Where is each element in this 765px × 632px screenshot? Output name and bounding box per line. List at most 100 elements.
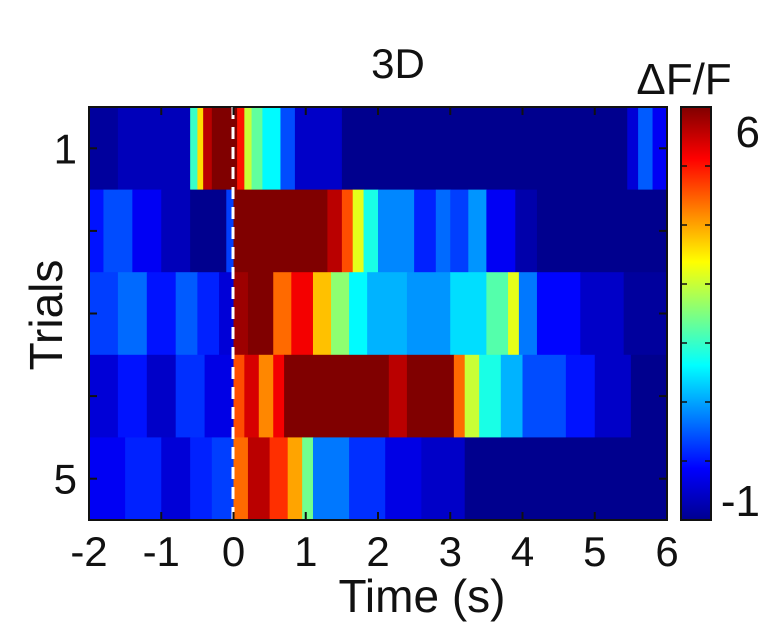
heatmap-cell: [508, 272, 520, 356]
heatmap-cell: [486, 189, 516, 273]
heatmap-cell: [146, 354, 177, 438]
heatmap-cell: [161, 437, 191, 521]
x-axis-label: Time (s): [339, 570, 506, 622]
heatmap-cell: [287, 437, 303, 521]
heatmap-cell: [536, 189, 668, 273]
heatmap-cell: [302, 437, 314, 521]
heatmap-cell: [280, 107, 296, 190]
trial-row-3: [89, 272, 668, 356]
heatmap-cell: [435, 189, 451, 273]
heatmap-cell: [291, 272, 314, 356]
x-tick-label: 0: [222, 528, 245, 575]
heatmap-cell: [580, 272, 625, 356]
heatmap-cell: [117, 272, 148, 356]
x-tick-label: 3: [439, 528, 462, 575]
heatmap-cell: [125, 437, 162, 521]
heatmap-cell: [273, 272, 292, 356]
heatmap-cell: [197, 272, 220, 356]
x-tick-label: 4: [511, 528, 534, 575]
heatmap-cell: [638, 107, 654, 190]
heatmap-cell: [627, 107, 639, 190]
heatmap-cell: [175, 354, 206, 438]
plot-area: [89, 107, 668, 521]
heatmap-cell: [367, 272, 408, 356]
heatmap-cell: [486, 272, 509, 356]
heatmap-cell: [190, 107, 198, 190]
x-tick-label: 1: [294, 528, 317, 575]
heatmap-cell: [284, 354, 390, 438]
colorbar: [680, 106, 712, 521]
colorbar-tick-label: 6: [736, 108, 760, 157]
heatmap-cell: [341, 189, 354, 273]
heatmap-cell: [117, 354, 148, 438]
heatmap-cell: [464, 354, 480, 438]
trial-row-2: [89, 189, 668, 273]
x-axis-ticks: -2 -1 0 1 2 3 4 5 6: [70, 107, 679, 575]
heatmap-cell: [450, 189, 469, 273]
heatmap-cell: [233, 437, 249, 521]
x-tick-label: 5: [583, 528, 606, 575]
y-axis-label: Trials: [20, 260, 72, 371]
heatmap-cell: [515, 189, 538, 273]
heatmap-cell: [406, 354, 455, 438]
heatmap-cell: [565, 354, 596, 438]
heatmap-cell: [500, 354, 524, 438]
colorbar-ticks: 6 -1: [681, 106, 760, 526]
heatmap-cell: [190, 437, 213, 521]
heatmap-cell: [273, 354, 285, 438]
heatmap-cell: [453, 354, 466, 438]
heatmap-cell: [518, 272, 538, 356]
heatmap-cell: [294, 107, 343, 190]
heatmap-cell: [190, 189, 227, 273]
heatmap-cell: [331, 272, 350, 356]
heatmap-cell: [363, 189, 379, 273]
heatmap-cell: [464, 437, 668, 521]
heatmap-cell: [197, 107, 204, 190]
heatmap-cell: [594, 354, 632, 438]
heatmap-cell: [258, 354, 274, 438]
y-tick-label: 5: [54, 456, 77, 503]
heatmap-cell: [349, 437, 386, 521]
heatmap-cell: [479, 354, 502, 438]
heatmap-cell: [269, 437, 289, 521]
heatmap-cell: [247, 437, 271, 521]
trial-row-4: [89, 354, 668, 438]
heatmap-cell: [421, 437, 466, 521]
chart-title: 3D: [371, 40, 425, 87]
heatmap-cell: [233, 272, 249, 356]
heatmap-cell: [146, 272, 177, 356]
heatmap-cell: [536, 272, 581, 356]
heatmap-cell: [385, 437, 422, 521]
heatmap-cell: [219, 272, 235, 356]
trial-row-1: [89, 107, 668, 190]
heatmap-cell: [204, 354, 235, 438]
heatmap-cell: [352, 189, 365, 273]
heatmap-cell: [117, 107, 191, 190]
x-tick-label: 6: [655, 528, 678, 575]
colorbar-tick-label: -1: [721, 477, 760, 526]
heatmap-cell: [244, 354, 260, 438]
y-tick-label: 1: [54, 125, 77, 172]
heatmap-cell: [237, 107, 245, 190]
heatmap-cell: [312, 272, 332, 356]
heatmap-cell: [312, 437, 350, 521]
heatmap-cell: [226, 189, 235, 273]
heatmap-cell: [244, 107, 253, 190]
heatmap-cell: [132, 189, 162, 273]
colorbar-label: ΔF/F: [636, 55, 731, 104]
x-tick-label: -1: [143, 528, 180, 575]
heatmap-cell: [414, 189, 437, 273]
heatmap-cell: [203, 107, 213, 190]
heatmap-cell: [378, 189, 415, 273]
heatmap-cell: [406, 272, 451, 356]
heatmap-cell: [251, 107, 263, 190]
heatmap-cell: [211, 437, 235, 521]
x-tick-label: 2: [366, 528, 389, 575]
heatmap-cell: [341, 107, 628, 190]
y-axis-ticks: 15: [54, 125, 667, 503]
heatmap-cell: [233, 189, 329, 273]
heatmap-cell: [468, 189, 487, 273]
heatmap-cell: [161, 189, 191, 273]
heatmap-cell: [103, 189, 133, 273]
